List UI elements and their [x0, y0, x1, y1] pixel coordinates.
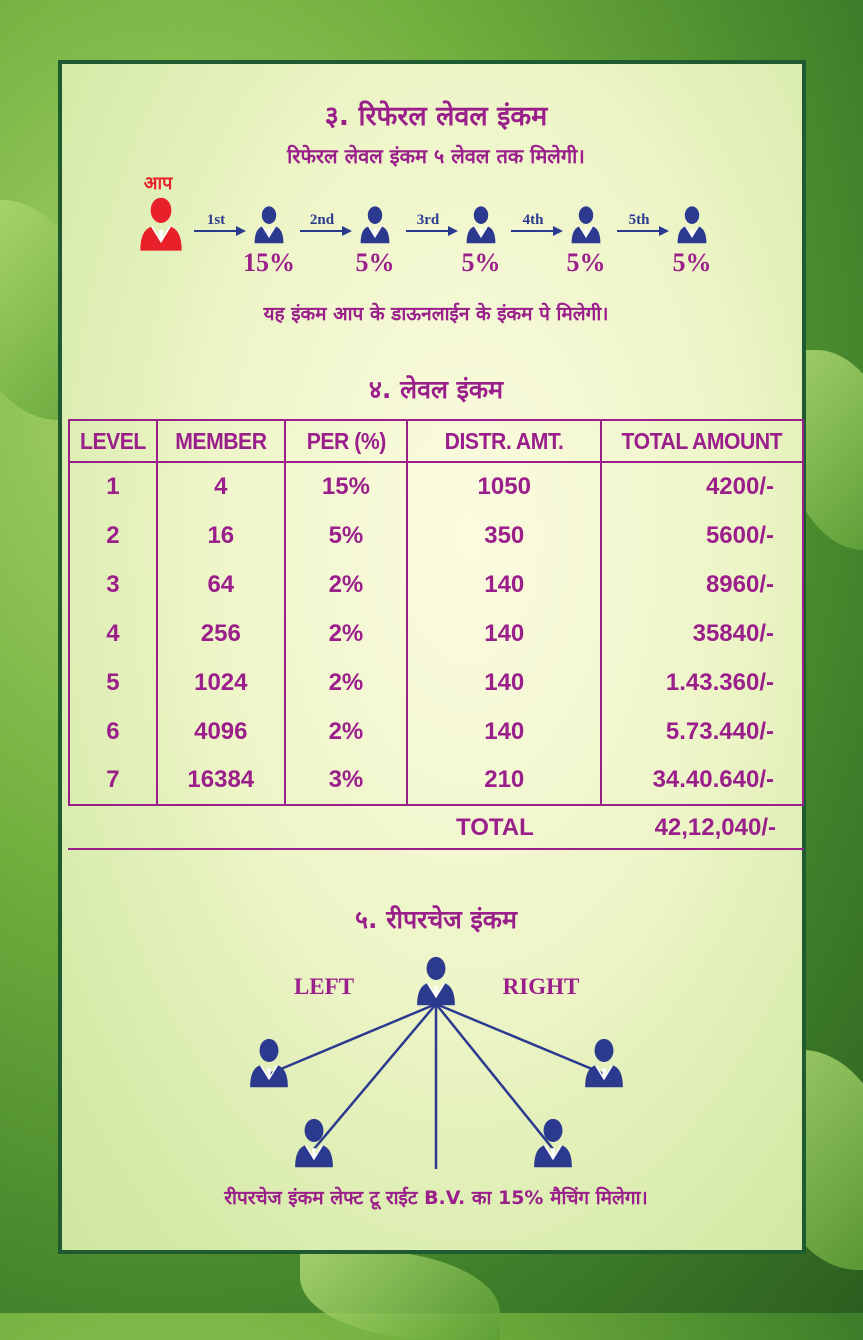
table-cell: 2%: [283, 658, 409, 707]
table-cell: 210: [406, 756, 603, 806]
table-row: 4 256 2% 140 35840/-: [68, 609, 804, 658]
table-row: 3 64 2% 140 8960/-: [68, 560, 804, 609]
arrow-icon: [617, 226, 669, 236]
downline-person-icon: [465, 205, 497, 244]
repurchase-title: ५. रीपरचेज इंकम: [355, 905, 517, 934]
header-percent: PER (%): [288, 419, 404, 463]
table-cell: 2: [68, 511, 158, 560]
downline-person-icon: [253, 205, 285, 244]
table-cell: 5600/-: [600, 511, 804, 560]
you-person-icon: [139, 196, 183, 252]
total-divider: [68, 848, 804, 850]
downline-person-icon: [359, 205, 391, 244]
arrow-icon: [406, 226, 458, 236]
step-label: 3rd: [416, 212, 440, 228]
table-cell: 2%: [283, 707, 409, 756]
table-cell: 16: [155, 511, 286, 560]
arrow-icon: [511, 226, 563, 236]
tree-line: [313, 1003, 437, 1150]
step-percent: 5%: [355, 248, 395, 277]
table-row: 5 1024 2% 140 1.43.360/-: [68, 658, 804, 707]
step-label: 2nd: [309, 212, 335, 228]
table-cell: 35840/-: [600, 609, 804, 658]
table-cell: 1024: [155, 658, 286, 707]
content-panel: ३. रिफेरल लेवल इंकम रिफेरल लेवल इंकम ५ ल…: [58, 60, 806, 1254]
downline-person-icon: [676, 205, 708, 244]
table-row: 1 4 15% 1050 4200/-: [68, 462, 804, 511]
table-cell: 4200/-: [600, 462, 804, 511]
table-cell: 34.40.640/-: [600, 756, 804, 806]
table-cell: 2%: [283, 609, 409, 658]
step-percent: 5%: [461, 248, 501, 277]
table-cell: 1.43.360/-: [600, 658, 804, 707]
table-cell: 140: [406, 658, 603, 707]
table-row: 6 4096 2% 140 5.73.440/-: [68, 707, 804, 756]
left-person-icon: [294, 1118, 334, 1168]
table-cell: 15%: [283, 462, 409, 511]
table-cell: 1: [68, 462, 158, 511]
repurchase-note: रीपरचेज इंकम लेफ्ट टू राईट B.V. का 15% म…: [224, 1187, 648, 1209]
total-label: TOTAL: [456, 814, 534, 841]
level-income-title: ४. लेवल इंकम: [368, 375, 504, 404]
header-level: LEVEL: [71, 419, 155, 463]
leaf-decoration: [300, 1250, 500, 1340]
step-percent: 15%: [243, 248, 295, 277]
table-cell: 140: [406, 609, 603, 658]
header-total-amount: TOTAL AMOUNT: [608, 419, 796, 463]
table-cell: 5.73.440/-: [600, 707, 804, 756]
header-member: MEMBER: [161, 419, 281, 463]
table-cell: 1050: [406, 462, 603, 511]
table-cell: 3%: [283, 756, 409, 806]
left-person-icon: [249, 1038, 289, 1088]
table-cell: 140: [406, 560, 603, 609]
table-cell: 2%: [283, 560, 409, 609]
table-cell: 8960/-: [600, 560, 804, 609]
binary-tree: [249, 956, 624, 1169]
table-cell: 64: [155, 560, 286, 609]
table-cell: 4: [155, 462, 286, 511]
referral-title: ३. रिफेरल लेवल इंकम: [324, 101, 548, 132]
table-cell: 7: [68, 756, 158, 806]
header-distr-amt: DISTR. AMT.: [414, 419, 595, 463]
step-percent: 5%: [672, 248, 712, 277]
table-cell: 6: [68, 707, 158, 756]
downline-person-icon: [570, 205, 602, 244]
table-cell: 140: [406, 707, 603, 756]
level-income-table: LEVEL MEMBER PER (%) DISTR. AMT. TOTAL A…: [68, 419, 804, 806]
tree-line: [435, 1003, 554, 1150]
arrow-icon: [300, 226, 352, 236]
table-cell: 4096: [155, 707, 286, 756]
step-label: 4th: [522, 212, 544, 228]
arrow-icon: [194, 226, 246, 236]
table-row: 7 16384 3% 210 34.40.640/-: [68, 756, 804, 806]
right-person-icon: [533, 1118, 573, 1168]
table-cell: 3: [68, 560, 158, 609]
table-cell: 5: [68, 658, 158, 707]
table-cell: 4: [68, 609, 158, 658]
referral-subtitle: रिफेरल लेवल इंकम ५ लेवल तक मिलेगी।: [287, 144, 585, 168]
right-person-icon: [584, 1038, 624, 1088]
total-value: 42,12,040/-: [654, 814, 776, 841]
table-cell: 350: [406, 511, 603, 560]
table-cell: 256: [155, 609, 286, 658]
step-percent: 5%: [566, 248, 606, 277]
table-row: 2 16 5% 350 5600/-: [68, 511, 804, 560]
tree-line: [435, 1002, 605, 1076]
step-label: 5th: [628, 212, 650, 228]
you-label: आप: [143, 173, 173, 194]
table-cell: 5%: [283, 511, 409, 560]
root-person-icon: [416, 956, 456, 1006]
right-label: RIGHT: [502, 974, 580, 999]
tree-line: [268, 1002, 437, 1076]
table-cell: 16384: [155, 756, 286, 806]
referral-note: यह इंकम आप के डाऊनलाईन के इंकम पे मिलेगी…: [263, 303, 609, 325]
left-label: LEFT: [293, 974, 355, 999]
step-label: 1st: [206, 212, 226, 228]
